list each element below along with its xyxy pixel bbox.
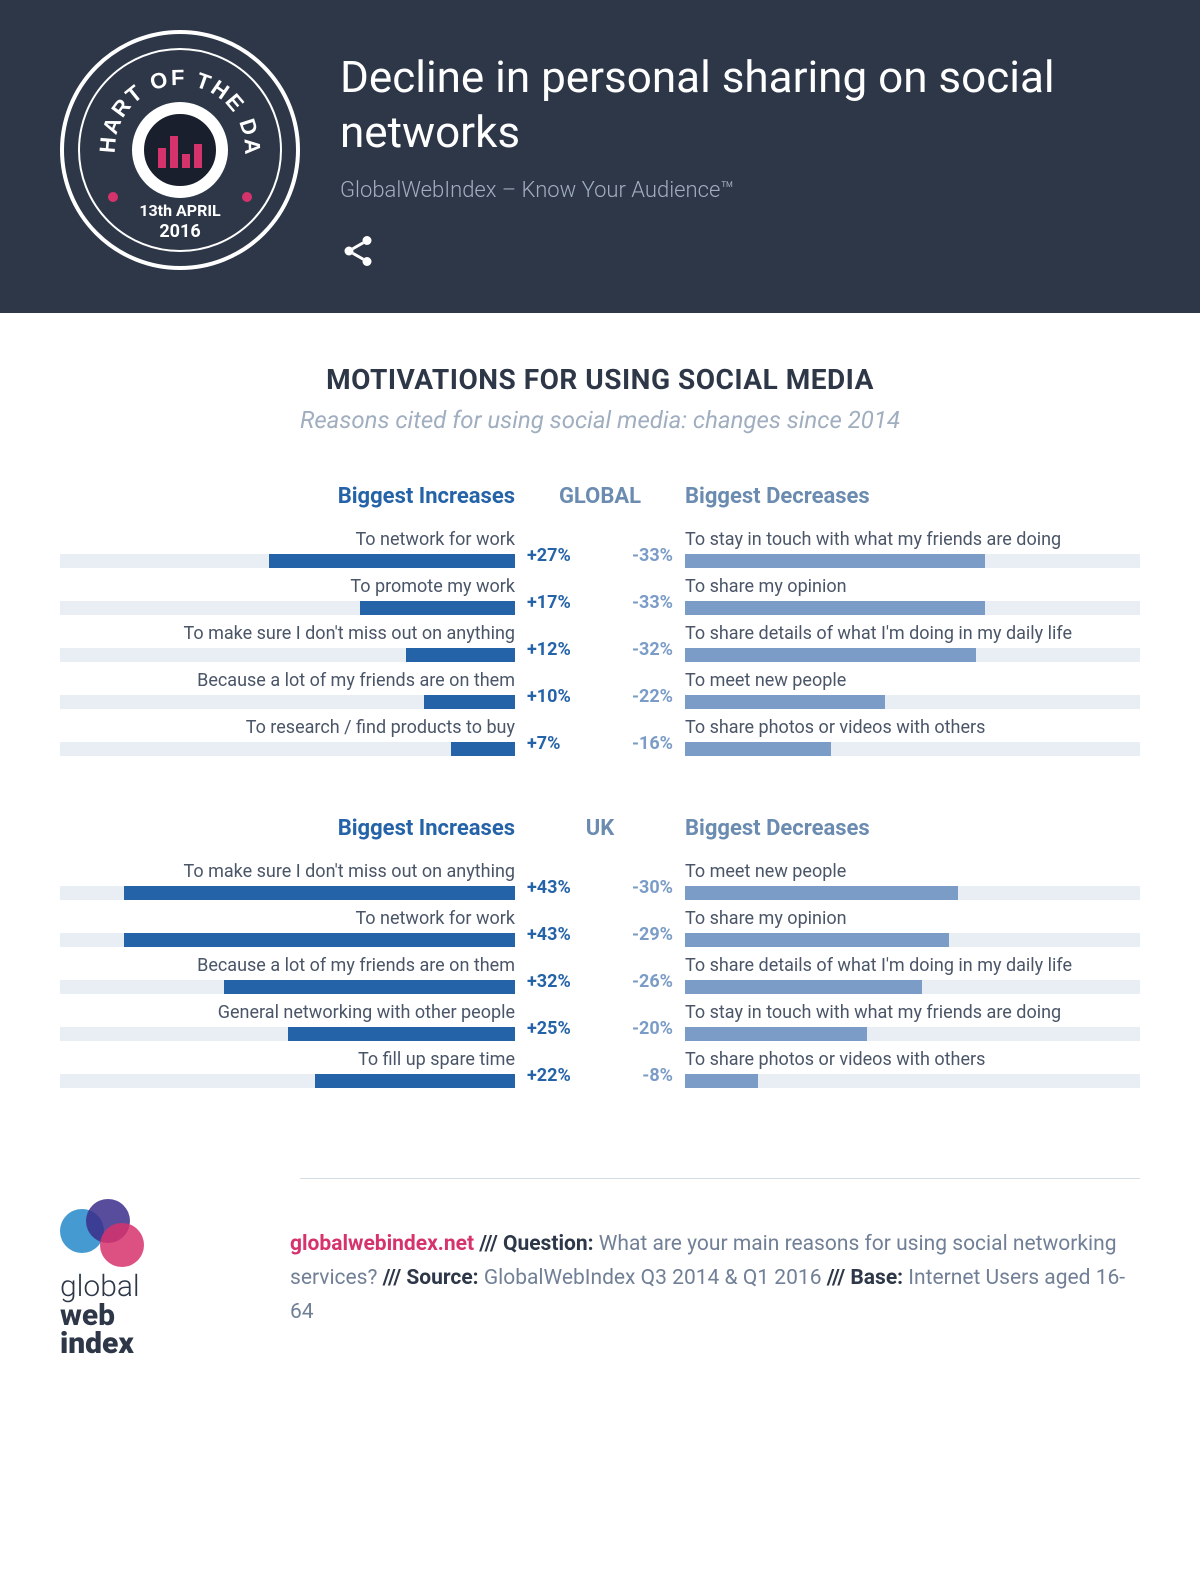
increase-value: +25% xyxy=(527,1018,571,1039)
chart-of-the-day-badge: CHART OF THE DAY 13th APRIL 2016 xyxy=(60,30,300,270)
decrease-value: -33% xyxy=(632,592,673,613)
decrease-value: -16% xyxy=(632,733,673,754)
decrease-bar xyxy=(685,554,1140,568)
decrease-value: -20% xyxy=(632,1018,673,1039)
decrease-bar xyxy=(685,886,1140,900)
decrease-bar xyxy=(685,1074,1140,1088)
increase-label: To network for work xyxy=(60,908,515,929)
bars-icon xyxy=(132,102,228,198)
decreases-header: Biggest Decreases xyxy=(685,816,1140,841)
chart-panel-uk: Biggest IncreasesUKBiggest Decreases To m… xyxy=(60,816,1140,1088)
increase-value: +43% xyxy=(527,924,571,945)
increases-header: Biggest Increases xyxy=(60,816,515,841)
increase-value: +32% xyxy=(527,971,571,992)
decrease-value: -33% xyxy=(632,545,673,566)
increase-value: +12% xyxy=(527,639,571,660)
chart-row: Because a lot of my friends are on them +… xyxy=(60,955,1140,994)
decrease-value: -8% xyxy=(642,1065,673,1086)
chart-row: To promote my work +17% -33% To share my op… xyxy=(60,576,1140,615)
decreases-header: Biggest Decreases xyxy=(685,484,1140,509)
increases-header: Biggest Increases xyxy=(60,484,515,509)
decrease-bar xyxy=(685,601,1140,615)
decrease-label: To stay in touch with what my friends ar… xyxy=(685,1002,1140,1023)
decrease-bar xyxy=(685,933,1140,947)
footer-copy: globalwebindex.net /// Question: What ar… xyxy=(290,1228,1140,1329)
decrease-bar xyxy=(685,1027,1140,1041)
increase-label: General networking with other people xyxy=(60,1002,515,1023)
footer: global web index globalwebindex.net /// … xyxy=(0,1179,1200,1399)
increase-bar xyxy=(60,1027,515,1041)
tagline: GlobalWebIndex – Know Your Audience™ xyxy=(340,178,1140,203)
increase-label: To make sure I don't miss out on anythin… xyxy=(60,623,515,644)
chart-row: To network for work +43% -29% To share my o… xyxy=(60,908,1140,947)
section-title: MOTIVATIONS FOR USING SOCIAL MEDIA xyxy=(60,363,1140,396)
increase-value: +10% xyxy=(527,686,571,707)
gwi-logo: global web index xyxy=(60,1199,260,1359)
decrease-label: To meet new people xyxy=(685,670,1140,691)
decrease-value: -30% xyxy=(632,877,673,898)
increase-bar xyxy=(60,601,515,615)
increase-bar xyxy=(60,980,515,994)
header: CHART OF THE DAY 13th APRIL 2016 Decline… xyxy=(0,0,1200,313)
decrease-bar xyxy=(685,695,1140,709)
increase-label: To network for work xyxy=(60,529,515,550)
chart-row: To network for work +27% -33% To stay in to… xyxy=(60,529,1140,568)
decrease-label: To share my opinion xyxy=(685,576,1140,597)
increase-bar xyxy=(60,1074,515,1088)
increase-value: +17% xyxy=(527,592,571,613)
page-title: Decline in personal sharing on social ne… xyxy=(340,50,1140,160)
badge-year: 2016 xyxy=(60,221,300,242)
decrease-bar xyxy=(685,742,1140,756)
chart-row: To research / find products to buy +7% -16… xyxy=(60,717,1140,756)
decrease-bar xyxy=(685,648,1140,662)
decrease-label: To share photos or videos with others xyxy=(685,1049,1140,1070)
chart-row: General networking with other people +25%… xyxy=(60,1002,1140,1041)
badge-date: 13th APRIL xyxy=(60,201,300,220)
decrease-label: To share photos or videos with others xyxy=(685,717,1140,738)
chart-row: Because a lot of my friends are on them +… xyxy=(60,670,1140,709)
decrease-value: -22% xyxy=(632,686,673,707)
increase-bar xyxy=(60,554,515,568)
increase-label: To promote my work xyxy=(60,576,515,597)
share-icon[interactable] xyxy=(340,233,1140,273)
decrease-label: To share my opinion xyxy=(685,908,1140,929)
footer-url[interactable]: globalwebindex.net xyxy=(290,1232,474,1256)
increase-label: To research / find products to buy xyxy=(60,717,515,738)
section-subtitle: Reasons cited for using social media: ch… xyxy=(60,406,1140,434)
increase-label: Because a lot of my friends are on them xyxy=(60,955,515,976)
increase-label: To make sure I don't miss out on anythin… xyxy=(60,861,515,882)
logo-line-3: index xyxy=(60,1330,260,1359)
increase-bar xyxy=(60,695,515,709)
decrease-value: -29% xyxy=(632,924,673,945)
increase-bar xyxy=(60,886,515,900)
increase-bar xyxy=(60,933,515,947)
chart-panel-global: Biggest IncreasesGLOBALBiggest Decreases… xyxy=(60,484,1140,756)
region-label: GLOBAL xyxy=(515,484,685,509)
region-label: UK xyxy=(515,816,685,841)
increase-bar xyxy=(60,648,515,662)
increase-label: To fill up spare time xyxy=(60,1049,515,1070)
increase-value: +43% xyxy=(527,877,571,898)
increase-value: +7% xyxy=(527,733,560,754)
decrease-value: -32% xyxy=(632,639,673,660)
decrease-label: To stay in touch with what my friends ar… xyxy=(685,529,1140,550)
decrease-value: -26% xyxy=(632,971,673,992)
decrease-label: To meet new people xyxy=(685,861,1140,882)
decrease-bar xyxy=(685,980,1140,994)
increase-value: +27% xyxy=(527,545,571,566)
decrease-label: To share details of what I'm doing in my… xyxy=(685,623,1140,644)
increase-label: Because a lot of my friends are on them xyxy=(60,670,515,691)
increase-bar xyxy=(60,742,515,756)
decrease-label: To share details of what I'm doing in my… xyxy=(685,955,1140,976)
increase-value: +22% xyxy=(527,1065,571,1086)
chart-row: To fill up spare time +22% -8% To share pho… xyxy=(60,1049,1140,1088)
chart-row: To make sure I don't miss out on anythin… xyxy=(60,623,1140,662)
chart-row: To make sure I don't miss out on anythin… xyxy=(60,861,1140,900)
